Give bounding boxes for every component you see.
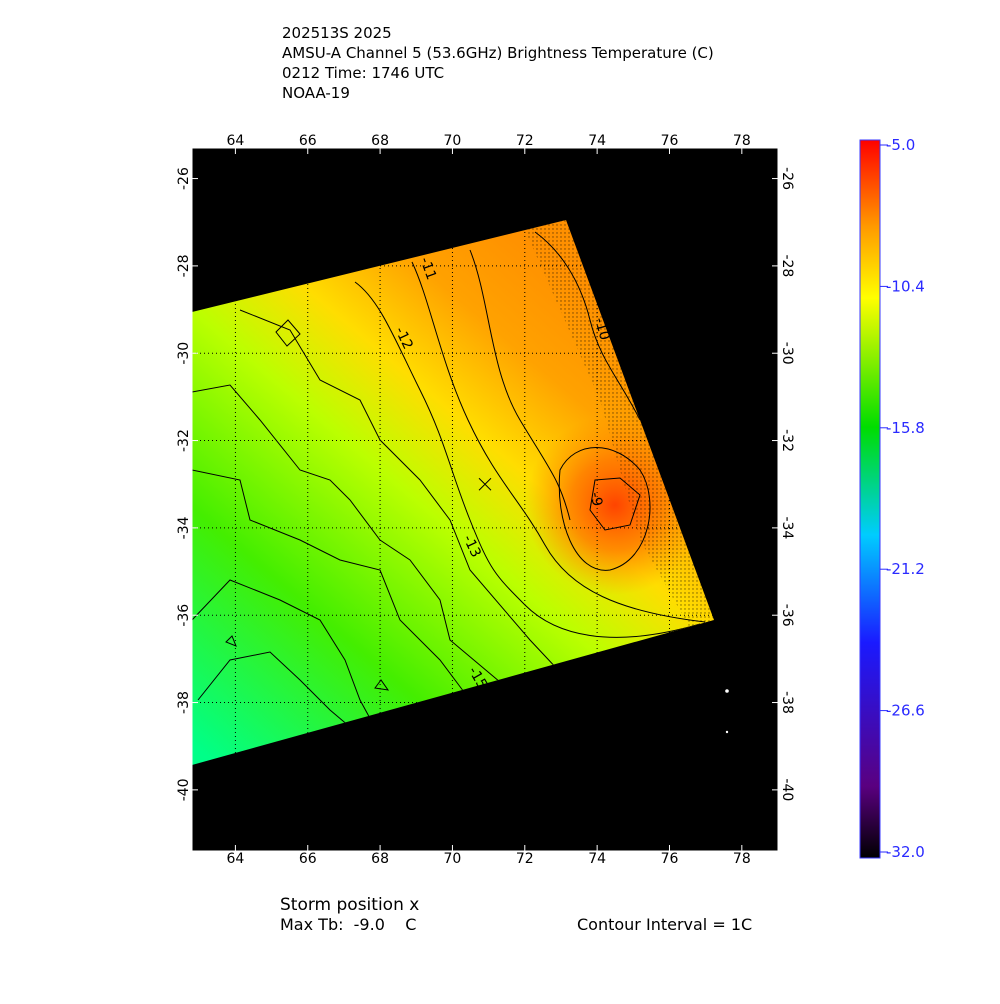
plot-frame	[191, 147, 779, 852]
colorbar-label: -15.8	[886, 419, 925, 437]
storm	[478, 477, 492, 491]
x-tick-label: 64	[226, 851, 244, 867]
y-tick-label: -28	[779, 254, 795, 277]
y-tick-label: -36	[176, 604, 192, 627]
contour	[411, 261, 706, 623]
colorbar-label: -26.6	[886, 702, 925, 720]
colorbar	[859, 139, 881, 859]
contour-label: -11	[416, 255, 439, 282]
contour	[534, 231, 641, 421]
y-tick-label: -40	[779, 778, 795, 801]
contour	[239, 309, 561, 673]
x-tick-label: 68	[371, 133, 389, 149]
contours	[192, 231, 706, 733]
contour	[275, 319, 301, 347]
x-tick-label: 66	[299, 133, 317, 149]
y-tick-label: -34	[176, 516, 192, 539]
contour	[589, 477, 641, 531]
x-tick-label: 78	[733, 133, 751, 149]
x-tick-label: 66	[299, 851, 317, 867]
max-tb: Max Tb: -9.0 C	[280, 915, 416, 934]
header-line: 202513S 2025	[282, 24, 392, 42]
y-tick-label: -32	[176, 429, 192, 452]
contour	[558, 447, 651, 571]
contour	[192, 469, 471, 701]
x-tick-label: 72	[516, 851, 534, 867]
y-tick-label: -36	[779, 604, 795, 627]
contour	[192, 384, 501, 683]
x-tick-label: 76	[661, 133, 679, 149]
contour	[197, 651, 357, 733]
y-tick-label: -28	[176, 254, 192, 277]
x-tick-label: 76	[661, 851, 679, 867]
colorbar-ticks: -5.0 -10.4 -15.8 -21.2 -26.6 -32.0	[880, 136, 925, 861]
colorbar-label: -32.0	[886, 843, 925, 861]
contour	[469, 249, 571, 521]
contour	[225, 635, 237, 647]
stipple	[525, 220, 714, 628]
x-tick-label: 78	[733, 851, 751, 867]
colorbar-label: -10.4	[886, 277, 925, 295]
y-tick-label: -30	[779, 342, 795, 365]
header: 202513S 2025 AMSU-A Channel 5 (53.6GHz) B…	[282, 24, 714, 102]
x-tick-label: 70	[444, 133, 462, 149]
storm-marker	[478, 477, 492, 491]
y-tick-label: -32	[779, 429, 795, 452]
colorbar-label: -21.2	[886, 560, 925, 578]
y-tick-label: -26	[779, 167, 795, 190]
speck	[725, 689, 729, 693]
contour	[192, 579, 373, 723]
y-tick-label: -30	[176, 342, 192, 365]
contour	[374, 679, 390, 691]
y-tick-label: -34	[779, 516, 795, 539]
x-tick-label: 74	[588, 851, 606, 867]
storm-note: Storm position x	[280, 895, 419, 915]
y-tick-label: -40	[176, 778, 192, 801]
header-line: NOAA-19	[282, 84, 350, 102]
contour-label: -10	[591, 316, 612, 342]
colorbar-label: -5.0	[886, 136, 915, 154]
contour-label: -9	[587, 491, 605, 508]
header-line: AMSU-A Channel 5 (53.6GHz) Brightness Te…	[282, 44, 714, 62]
grid	[192, 148, 778, 851]
x-tick-label: 70	[444, 851, 462, 867]
speck	[725, 730, 729, 734]
header-line: 0212 Time: 1746 UTC	[282, 64, 444, 82]
x-tick-label: 68	[371, 851, 389, 867]
contour	[354, 281, 701, 638]
x-tick-label: 74	[588, 133, 606, 149]
x-tick-label: 72	[516, 133, 534, 149]
x-tick-label: 64	[226, 133, 244, 149]
contour-interval: Contour Interval = 1C	[577, 915, 752, 934]
y-tick-label: -38	[176, 691, 192, 714]
axes: 64 64 66 66 68 68 70 70 72 72 74 74 76 76 78 78 -26 -26 -2…	[176, 133, 795, 867]
y-tick-label: -26	[176, 167, 192, 190]
y-tick-label: -38	[779, 691, 795, 714]
